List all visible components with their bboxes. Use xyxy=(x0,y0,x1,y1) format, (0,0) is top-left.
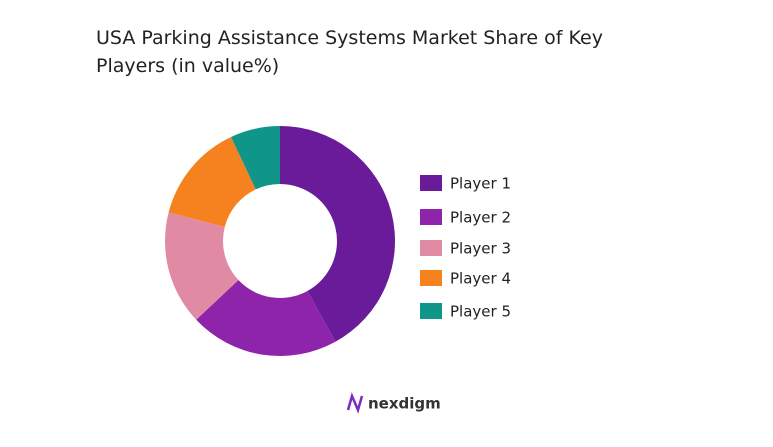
legend-swatch xyxy=(420,209,442,225)
legend-label: Player 2 xyxy=(450,209,511,227)
chart-title: USA Parking Assistance Systems Market Sh… xyxy=(96,27,603,77)
donut-slice xyxy=(165,212,239,320)
legend-label: Player 5 xyxy=(450,303,511,321)
donut-slice xyxy=(168,136,256,227)
legend-label: Player 1 xyxy=(450,175,511,193)
legend-label: Player 4 xyxy=(450,270,511,288)
donut-slice xyxy=(280,126,395,342)
logo: nexdigm xyxy=(346,392,441,414)
legend-swatch xyxy=(420,175,442,191)
brand: nexdigm xyxy=(368,395,441,413)
legend-swatch xyxy=(420,270,442,286)
donut-slice xyxy=(196,280,336,356)
logo-icon xyxy=(346,392,364,414)
donut-slice xyxy=(231,126,280,190)
legend-swatch xyxy=(420,240,442,256)
legend-swatch xyxy=(420,303,442,319)
legend-label: Player 3 xyxy=(450,240,511,258)
